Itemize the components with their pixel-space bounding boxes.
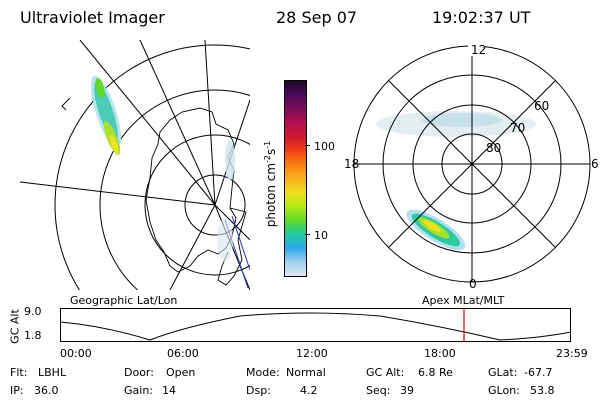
ip-label: IP: (10, 384, 24, 397)
time-axis-label: 06:00 (167, 347, 199, 360)
longitude-line (169, 204, 216, 290)
dsp-value: 4.2 (300, 384, 318, 397)
colorbar-label: photon cm-2s-1 (263, 119, 279, 249)
time-axis-label: 00:00 (60, 347, 92, 360)
mode-label: Mode: (246, 366, 280, 379)
altitude-ytick: 1.8 (24, 329, 42, 342)
colorbar (284, 80, 307, 277)
colorbar-label-base: photon cm (264, 162, 278, 228)
pole-meridian (231, 215, 250, 271)
gain-value: 14 (162, 384, 176, 397)
mlat-label: 70 (510, 121, 525, 135)
aurora-emission (376, 111, 536, 251)
latitude-circle (54, 44, 250, 290)
altitude-strip (60, 308, 572, 342)
longitude-line (79, 40, 216, 206)
colorbar-label-mid: s (264, 148, 278, 155)
colorbar-tick (305, 145, 310, 146)
colorbar-tick-label: 10 (314, 229, 328, 242)
colorbar-label-exp: -2 (263, 154, 272, 163)
coastline (217, 207, 247, 286)
door-value: Open (166, 366, 196, 379)
header-time: 19:02:37 UT (432, 8, 531, 27)
glat-value: -67.7 (524, 366, 553, 379)
mlat-label: 80 (486, 141, 501, 155)
longitude-line (20, 181, 216, 206)
header-date: 28 Sep 07 (276, 8, 358, 27)
latitude-circle (144, 134, 250, 276)
flt-label: Flt: (10, 366, 28, 379)
left-panel-caption: Geographic Lat/Lon (70, 294, 178, 307)
mlt-label: 18 (344, 157, 359, 171)
ip-value: 36.0 (34, 384, 59, 397)
time-axis-label: 12:00 (296, 347, 328, 360)
colorbar-tick-label: 100 (314, 140, 335, 153)
altitude-ylabel: GC Alt (8, 309, 22, 344)
dsp-label: Dsp: (246, 384, 271, 397)
mlat-label: 60 (534, 99, 549, 113)
glon-value: 53.8 (530, 384, 555, 397)
colorbar-tick (305, 234, 310, 235)
seq-label: Seq: (366, 384, 391, 397)
door-label: Door: (124, 366, 154, 379)
seq-value: 39 (400, 384, 414, 397)
apex-polar-plot: 12 18 6 0 60 70 80 (344, 43, 599, 291)
latitude-circle (99, 89, 250, 290)
glat-label: GLat: (488, 366, 518, 379)
mlt-label: 6 (591, 157, 599, 171)
colorbar-label-exp: -1 (263, 140, 272, 149)
gcalt-value: 6.8 Re (418, 366, 453, 379)
mlt-label: 0 (469, 277, 477, 291)
aurora-emission (90, 75, 235, 262)
right-panel-caption: Apex MLat/MLT (422, 294, 505, 307)
longitude-line (204, 40, 216, 206)
altitude-ytick: 9.0 (24, 305, 42, 318)
geographic-map (20, 40, 250, 290)
app-title: Ultraviolet Imager (20, 8, 165, 27)
colorbar-gradient (285, 81, 306, 276)
gain-label: Gain: (124, 384, 153, 397)
altitude-curve (60, 312, 572, 341)
coastline (61, 97, 71, 111)
mlt-label: 12 (471, 43, 486, 57)
gcalt-label: GC Alt: (366, 366, 405, 379)
latitude-circle (184, 174, 246, 236)
longitude-line (214, 204, 250, 241)
time-axis-label: 23:59 (556, 347, 588, 360)
flt-value: LBHL (38, 366, 67, 379)
mode-value: Normal (286, 366, 326, 379)
glon-label: GLon: (488, 384, 520, 397)
mlt-line (388, 80, 556, 248)
longitude-line (139, 40, 216, 206)
time-axis-label: 18:00 (424, 347, 456, 360)
